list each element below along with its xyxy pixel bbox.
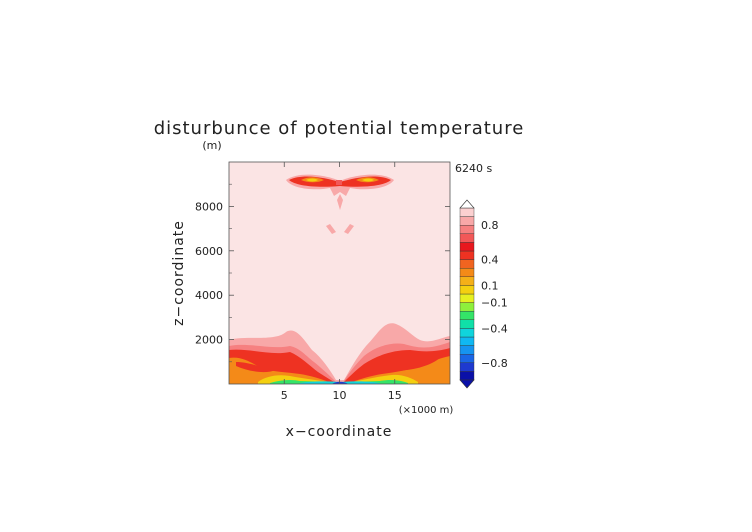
mid-feature [326,224,354,234]
colorbar-swatch [459,259,475,269]
x-unit-label: (×1000 m) [399,405,454,416]
colorbar-swatch [459,328,475,338]
colorbar-swatch [459,345,475,355]
y-tick-label: 2000 [195,334,223,347]
plot-area [228,161,451,385]
lower-blue [332,381,348,384]
colorbar-swatch [459,311,475,321]
mid-feature-right [344,224,354,234]
colorbar-swatch [459,233,475,243]
x-tick-label: 5 [281,389,288,402]
colorbar-swatch [459,268,475,278]
colorbar-swatch [459,285,475,295]
x-axis-label: x−coordinate [286,424,393,440]
upper-band-wisp [337,194,343,210]
colorbar-tick-label: 0.1 [481,279,499,292]
colorbar-swatch [459,302,475,312]
lower-layer [229,323,450,384]
colorbar-tick-label: −0.1 [481,297,508,310]
colorbar-max-arrow [459,199,475,209]
colorbar-swatch [459,371,475,381]
colorbar-swatch [459,276,475,286]
colorbar-tick-label: 0.8 [481,219,499,232]
x-tick-label: 10 [333,389,347,402]
upper-band-yellow-right [362,178,374,182]
y-tick-label: 4000 [195,289,223,302]
lower-red-inner-right [392,358,440,371]
mid-feature-left [326,224,336,234]
colorbar-swatch [459,216,475,226]
time-label: 6240 s [455,162,492,175]
y-axis: 2000 4000 6000 8000 [195,183,450,363]
colorbar-swatch [459,224,475,234]
colorbar-swatch [459,207,475,217]
colorbar-tick-label: 0.4 [481,254,499,267]
upper-band-yellow-left [306,178,318,182]
x-axis: 5 10 15 [281,162,402,402]
colorbar: 0.8 0.4 0.1 −0.1 −0.4 −0.8 [459,199,508,389]
y-tick-label: 8000 [195,200,223,213]
upper-band-center [336,180,342,185]
colorbar-swatch [459,319,475,329]
y-axis-label: z−coordinate [171,220,187,326]
x-tick-label: 15 [388,389,402,402]
colorbar-swatch [459,293,475,303]
colorbar-swatch [459,250,475,260]
chart-title: disturbunce of potential temperature [154,118,525,139]
colorbar-swatch [459,242,475,252]
colorbar-swatch [459,336,475,346]
colorbar-tick-label: −0.8 [481,357,508,370]
y-tick-label: 6000 [195,245,223,258]
colorbar-swatch [459,362,475,372]
colorbar-swatch [459,354,475,364]
colorbar-min-arrow [459,379,475,389]
colorbar-tick-label: −0.4 [481,322,508,335]
lower-red-inner-left [236,362,276,373]
upper-band [286,174,394,210]
y-unit-label: (m) [202,139,221,152]
